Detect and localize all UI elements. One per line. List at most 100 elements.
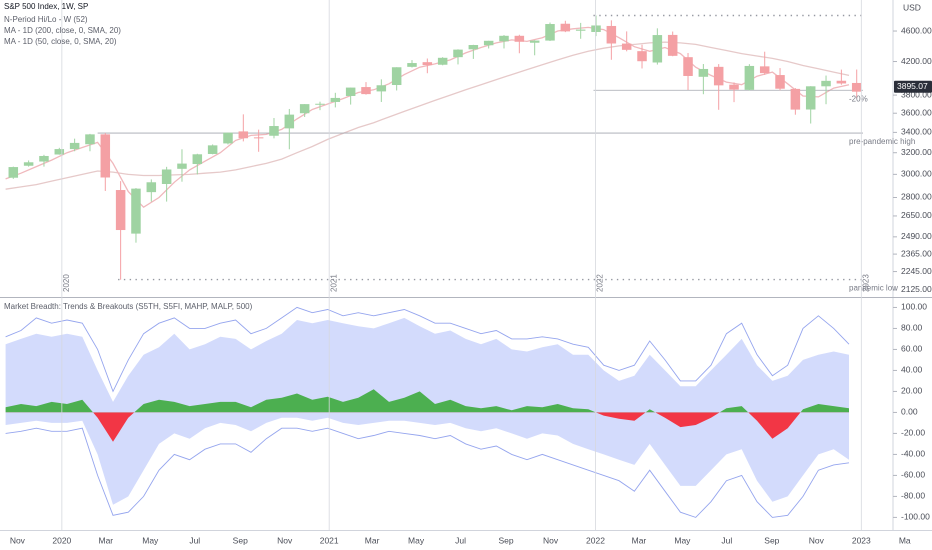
candle-body xyxy=(775,75,785,89)
last-price-box xyxy=(894,80,932,93)
candle-body xyxy=(361,87,371,95)
legend-entry: N-Period Hi/Lo - W (52) xyxy=(4,15,88,24)
candle-body xyxy=(330,97,341,102)
candle-body xyxy=(483,40,494,46)
candle-body xyxy=(207,145,218,154)
y-tick-label: 2800.00 xyxy=(901,192,932,202)
y-tick-label: 100.00 xyxy=(901,302,927,312)
x-tick-label: Nov xyxy=(543,535,559,545)
candle-body xyxy=(391,67,402,86)
y-tick-label: 0.00 xyxy=(901,407,918,417)
candle-body xyxy=(376,85,387,92)
candle-body xyxy=(437,57,448,65)
candle-body xyxy=(253,137,264,139)
price-pane xyxy=(5,14,863,281)
x-tick-label: May xyxy=(674,535,691,545)
candle-body xyxy=(683,57,693,76)
candle-body xyxy=(713,66,724,86)
x-tick-label: Mar xyxy=(98,535,113,545)
candle-body xyxy=(529,40,540,43)
candle-body xyxy=(192,154,203,165)
x-tick-label: Sep xyxy=(498,535,513,545)
candle-body xyxy=(790,88,801,110)
x-tick-label: Jul xyxy=(455,535,466,545)
x-tick-label: Ma xyxy=(899,535,911,545)
x-tick-label: Nov xyxy=(10,535,26,545)
y-tick-label: 60.00 xyxy=(901,344,923,354)
candle-body xyxy=(54,149,65,155)
candle-body xyxy=(39,155,49,162)
x-tick-label: Sep xyxy=(764,535,779,545)
candle-body xyxy=(836,80,847,84)
indicator-title: Market Breadth: Trends & Breakouts (S5TH… xyxy=(4,302,253,311)
moving-average-line xyxy=(5,41,850,190)
x-tick-label: Nov xyxy=(809,535,825,545)
year-marker: 2022 xyxy=(596,274,605,292)
candle-body xyxy=(269,126,279,136)
y-tick-label: 40.00 xyxy=(901,365,923,375)
y-tick-label: 20.00 xyxy=(901,386,923,396)
candle-body xyxy=(805,86,816,110)
year-marker: 2020 xyxy=(62,274,71,292)
candle-body xyxy=(161,169,172,184)
y-tick-label: 2650.00 xyxy=(901,210,932,220)
candle-body xyxy=(407,63,417,67)
candle-body xyxy=(545,24,555,41)
candle-body xyxy=(284,114,295,129)
y-tick-label: 2365.00 xyxy=(901,248,932,258)
y-tick-label: 3000.00 xyxy=(901,169,932,179)
x-tick-label: Jul xyxy=(721,535,732,545)
y-tick-label: -40.00 xyxy=(901,449,925,459)
legend-entry: MA - 1D (200, close, 0, SMA, 20) xyxy=(4,26,121,35)
candle-body xyxy=(729,84,739,90)
candle-body xyxy=(591,25,601,32)
y-tick-label: -100.00 xyxy=(901,512,930,522)
x-tick-label: Sep xyxy=(233,535,248,545)
year-marker: 2021 xyxy=(329,274,338,292)
candle-body xyxy=(698,68,709,77)
breadth-line xyxy=(5,306,850,393)
candle-body xyxy=(453,49,463,58)
y-tick-label: 3800.00 xyxy=(901,89,932,99)
x-tick-label: 2023 xyxy=(852,535,871,545)
breadth-line xyxy=(5,427,850,518)
candle-body xyxy=(8,167,19,178)
level-label: pandemic low xyxy=(849,284,898,293)
candle-body xyxy=(560,23,571,32)
candle-body xyxy=(744,65,755,90)
candle-body xyxy=(238,131,249,139)
candle-body xyxy=(575,29,586,31)
x-tick-label: May xyxy=(408,535,425,545)
candle-body xyxy=(514,35,525,42)
x-tick-label: 2021 xyxy=(320,535,339,545)
candle-body xyxy=(667,34,678,56)
candle-body xyxy=(223,132,233,144)
candle-body xyxy=(23,162,34,166)
candle-body xyxy=(100,134,111,178)
candle-body xyxy=(146,182,157,193)
y-tick-label: 80.00 xyxy=(901,323,923,333)
y-tick-label: 2490.00 xyxy=(901,231,932,241)
candle-body xyxy=(85,134,95,145)
symbol-title: S&P 500 Index, 1W, SP xyxy=(4,2,88,11)
y-tick-label: -80.00 xyxy=(901,491,925,501)
candle-body xyxy=(468,45,479,50)
currency-label: USD xyxy=(903,2,921,12)
candle-body xyxy=(621,43,632,50)
level-label: pre-pandemic high xyxy=(849,137,915,146)
year-marker: 2023 xyxy=(861,274,870,292)
candle-body xyxy=(606,25,617,44)
legend-entry: MA - 1D (50, close, 0, SMA, 20) xyxy=(4,37,117,46)
y-tick-label: 4600.00 xyxy=(901,25,932,35)
candle-body xyxy=(345,87,356,96)
x-tick-label: Jul xyxy=(189,535,200,545)
candle-body xyxy=(315,103,325,105)
candle-body xyxy=(759,66,770,74)
candle-body xyxy=(499,35,509,42)
candle-body xyxy=(299,104,310,114)
y-tick-label: 2125.00 xyxy=(901,284,932,294)
candle-body xyxy=(131,188,141,234)
x-tick-label: May xyxy=(142,535,159,545)
breadth-pane xyxy=(5,306,850,518)
